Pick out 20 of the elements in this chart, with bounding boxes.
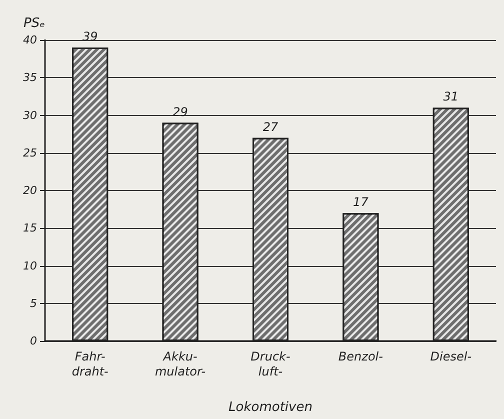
data-label: 31: [443, 90, 459, 104]
data-label: 17: [353, 195, 369, 210]
y-tick-label: 15: [23, 222, 37, 235]
y-axis-title: PSₑ: [23, 16, 45, 31]
y-tick-label: 0: [30, 334, 37, 348]
x-tick-label: Akku- mulator-: [154, 350, 206, 378]
x-tick-label: Diesel-: [430, 350, 472, 364]
data-label: 27: [262, 120, 278, 134]
y-tick-label: 30: [23, 108, 37, 122]
x-axis-title: Lokomotiven: [228, 400, 312, 415]
data-label: 39: [82, 30, 98, 44]
y-tick-label: 40: [23, 34, 37, 46]
x-tick-label: Fahr- draht-: [72, 350, 108, 378]
y-tick-label: 10: [23, 259, 37, 272]
x-tick-label: Benzol-: [338, 350, 383, 364]
y-tick-label: 35: [23, 71, 37, 84]
y-tick-label: 5: [30, 296, 37, 310]
x-tick-label: Druck- luft-: [250, 350, 290, 378]
y-tick-label: 25: [23, 146, 37, 160]
y-tick-label: 20: [23, 184, 37, 197]
